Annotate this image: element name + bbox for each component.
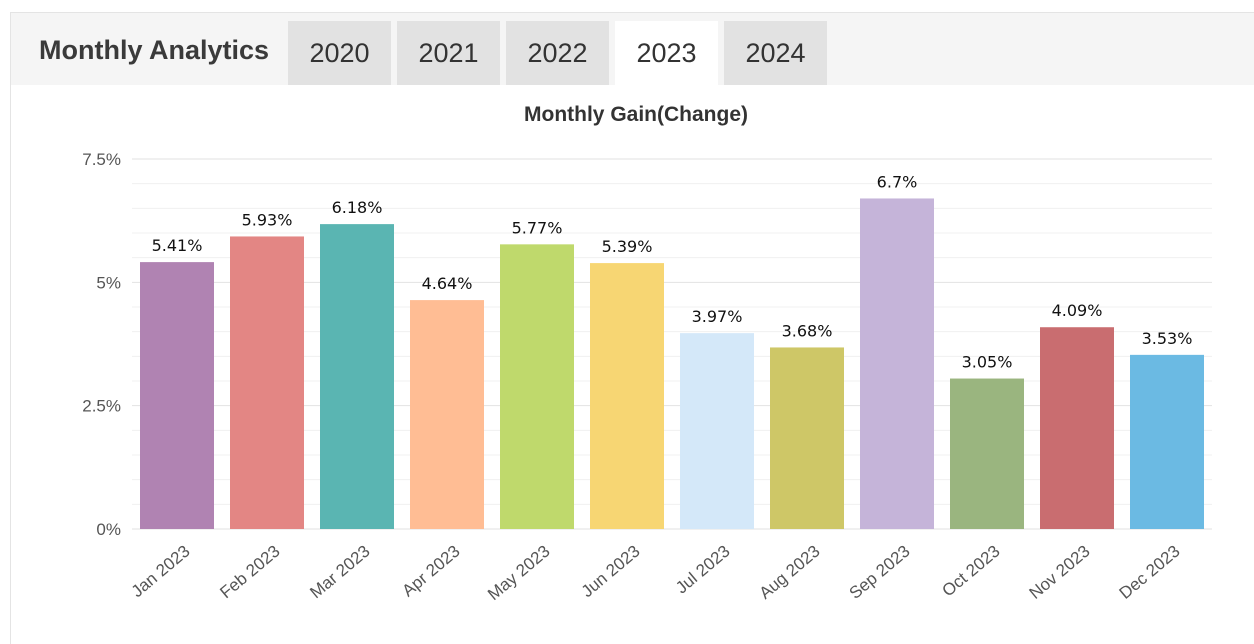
y-tick-label: 2.5% [82,397,121,416]
y-tick-label: 7.5% [82,150,121,169]
bar-value-label: 5.93% [242,210,293,229]
x-tick-label: Dec 2023 [1116,542,1184,603]
bar[interactable] [410,300,484,529]
bar-value-label: 5.41% [152,236,203,255]
bar[interactable] [230,236,304,529]
bar[interactable] [500,244,574,529]
page-title: Monthly Analytics [39,35,270,65]
bar-value-label: 3.53% [1142,329,1193,348]
x-tick-label: Jul 2023 [672,542,733,598]
bar[interactable] [1130,354,1204,529]
x-tick-label: Mar 2023 [306,542,373,603]
x-tick-label: Nov 2023 [1026,542,1094,603]
tab-2022[interactable]: 2022 [506,21,609,85]
bar-value-label: 6.18% [332,198,383,217]
bar[interactable] [320,224,394,529]
panel-header: Monthly Analytics 2020 2021 2022 2023 20… [11,13,1254,85]
tab-2021[interactable]: 2021 [397,21,500,85]
x-tick-label: Jan 2023 [128,542,194,602]
x-tick-label: Apr 2023 [399,542,464,601]
bar-value-label: 5.39% [602,237,653,256]
tab-2023[interactable]: 2023 [615,21,718,85]
bar[interactable] [680,333,754,529]
bar-value-label: 3.05% [962,353,1013,372]
bar[interactable] [590,263,664,529]
bars [140,198,1204,529]
x-tick-label: Sep 2023 [846,542,914,603]
bar[interactable] [140,262,214,529]
tab-2024[interactable]: 2024 [724,21,827,85]
bar[interactable] [1040,327,1114,529]
chart-title: Monthly Gain(Change) [524,103,748,126]
data-labels: 5.41% 5.93% 6.18% 4.64% 5.77% 5.39% 3.97% 3.68%… [152,172,1193,371]
y-axis-ticks: 0% 2.5% 5% 7.5% [82,150,121,539]
x-tick-label: Jun 2023 [578,542,644,602]
bar[interactable] [950,378,1024,529]
bar[interactable] [860,198,934,529]
x-tick-label: Aug 2023 [756,542,824,603]
tab-2020[interactable]: 2020 [288,21,391,85]
x-tick-label: Feb 2023 [216,542,283,603]
bar-value-label: 6.7% [877,172,918,191]
year-tabs: 2020 2021 2022 2023 2024 [288,21,827,85]
bar-value-label: 4.64% [422,274,473,293]
bar-value-label: 5.77% [512,218,563,237]
x-axis-ticks: Jan 2023 Feb 2023 Mar 2023 Apr 2023 May 2023… [128,542,1184,605]
grid-lines [132,158,1212,530]
bar-value-label: 4.09% [1052,301,1103,320]
bar-value-label: 3.97% [692,307,743,326]
bar[interactable] [770,347,844,529]
y-tick-label: 0% [96,520,121,539]
bar-value-label: 3.68% [782,321,833,340]
y-tick-label: 5% [96,273,121,292]
x-tick-label: Oct 2023 [939,542,1004,601]
x-tick-label: May 2023 [484,542,553,605]
